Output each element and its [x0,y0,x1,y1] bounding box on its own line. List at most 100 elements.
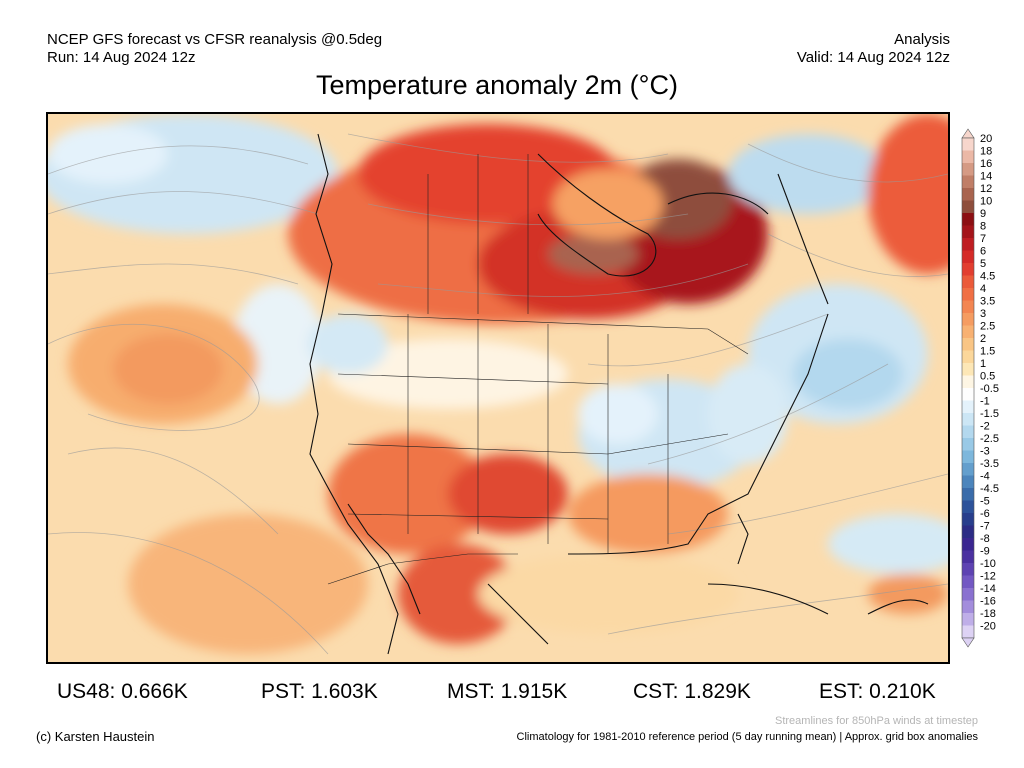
legend-label: -1.5 [980,408,999,420]
run-time: Run: 14 Aug 2024 12z [47,49,196,66]
us48-anomaly: US48: 0.666K [57,680,188,703]
legend-swatch [962,250,974,263]
legend-swatch [962,625,974,638]
legend-label: 2 [980,333,986,345]
legend-swatch [962,175,974,188]
legend-swatch [962,200,974,213]
legend-arrow-top [961,128,975,139]
anomaly-map [46,112,950,664]
legend-label: -3.5 [980,458,999,470]
political-borders [327,154,749,585]
legend-swatch [962,388,974,401]
header-right: Analysis Valid: 14 Aug 2024 12z [797,31,950,67]
mst-anomaly: MST: 1.915K [447,680,568,703]
coastlines [309,133,929,655]
streamlines-note: Streamlines for 850hPa winds at timestep [775,715,978,727]
legend-label: 1 [980,358,986,370]
legend-swatch [962,288,974,301]
legend-label: -18 [980,608,996,620]
legend-label: 8 [980,221,986,233]
pst-anomaly: PST: 1.603K [261,680,378,703]
legend-label: -0.5 [980,383,999,395]
copyright: (c) Karsten Haustein [36,729,155,744]
legend-swatch [962,575,974,588]
wind-streamlines [48,133,948,655]
legend-label: 4.5 [980,271,995,283]
legend-swatch [962,413,974,426]
legend-swatch [962,375,974,388]
header-left: NCEP GFS forecast vs CFSR reanalysis @0.… [47,31,382,67]
legend-label: 18 [980,146,992,158]
legend-swatch [962,500,974,513]
legend-swatch [962,163,974,176]
legend-label: -20 [980,621,996,633]
legend-label: -2.5 [980,433,999,445]
legend-label: 14 [980,171,992,183]
legend-label: 10 [980,196,992,208]
legend-swatch [962,263,974,276]
legend-label: 5 [980,258,986,270]
legend-label: -4.5 [980,483,999,495]
legend-swatch [962,300,974,313]
legend-swatch [962,313,974,326]
legend-swatch [962,188,974,201]
climatology-note: Climatology for 1981-2010 reference peri… [516,731,978,743]
legend-label: -14 [980,583,996,595]
legend-swatch [962,513,974,526]
legend-swatch [962,613,974,626]
valid-time: Valid: 14 Aug 2024 12z [796,49,950,66]
legend-swatch [962,525,974,538]
legend-swatch [962,338,974,351]
cst-anomaly: CST: 1.829K [633,680,751,703]
map-canvas [48,114,948,662]
legend-label: 12 [980,183,992,195]
legend-label: 0.5 [980,371,995,383]
legend-swatch [962,600,974,613]
legend-label: -5 [980,496,990,508]
legend-label: -6 [980,508,990,520]
legend-swatch [962,400,974,413]
legend-swatch [962,438,974,451]
legend-label: 6 [980,246,986,258]
legend-swatch [962,238,974,251]
legend-swatch [962,150,974,163]
legend-label: 2.5 [980,321,995,333]
legend-label: -9 [980,546,990,558]
legend-label: -2 [980,421,990,433]
legend-arrow-bottom [961,637,975,648]
legend-swatch [962,550,974,563]
legend-label: 4 [980,283,986,295]
legend-swatch [962,588,974,601]
legend-label: 3 [980,308,986,320]
color-legend: 201816141210987654.543.532.521.510.5-0.5… [961,128,999,648]
legend-label: -3 [980,446,990,458]
legend-swatch [962,138,974,151]
legend-swatch [962,275,974,288]
legend-label: -1 [980,396,990,408]
legend-label: -7 [980,521,990,533]
legend-label: -10 [980,558,996,570]
legend-swatch [962,450,974,463]
legend-swatch [962,488,974,501]
legend-swatch [962,363,974,376]
model-description: NCEP GFS forecast vs CFSR reanalysis @0.… [47,31,383,48]
legend-label: 9 [980,208,986,220]
anomaly-fields [48,114,948,654]
legend-swatch [962,475,974,488]
legend-swatch [962,213,974,226]
legend-label: 20 [980,133,992,145]
est-anomaly: EST: 0.210K [819,680,936,703]
legend-swatch [962,425,974,438]
map-title: Temperature anomaly 2m (°C) [316,70,678,100]
legend-swatch [962,350,974,363]
legend-label: 7 [980,233,986,245]
analysis-label: Analysis [894,31,950,48]
legend-label: 16 [980,158,992,170]
legend-swatch [962,538,974,551]
legend-label: -4 [980,471,990,483]
legend-swatch [962,563,974,576]
legend-label: 1.5 [980,346,995,358]
legend-label: 3.5 [980,296,995,308]
legend-swatch [962,225,974,238]
legend-label: -8 [980,533,990,545]
